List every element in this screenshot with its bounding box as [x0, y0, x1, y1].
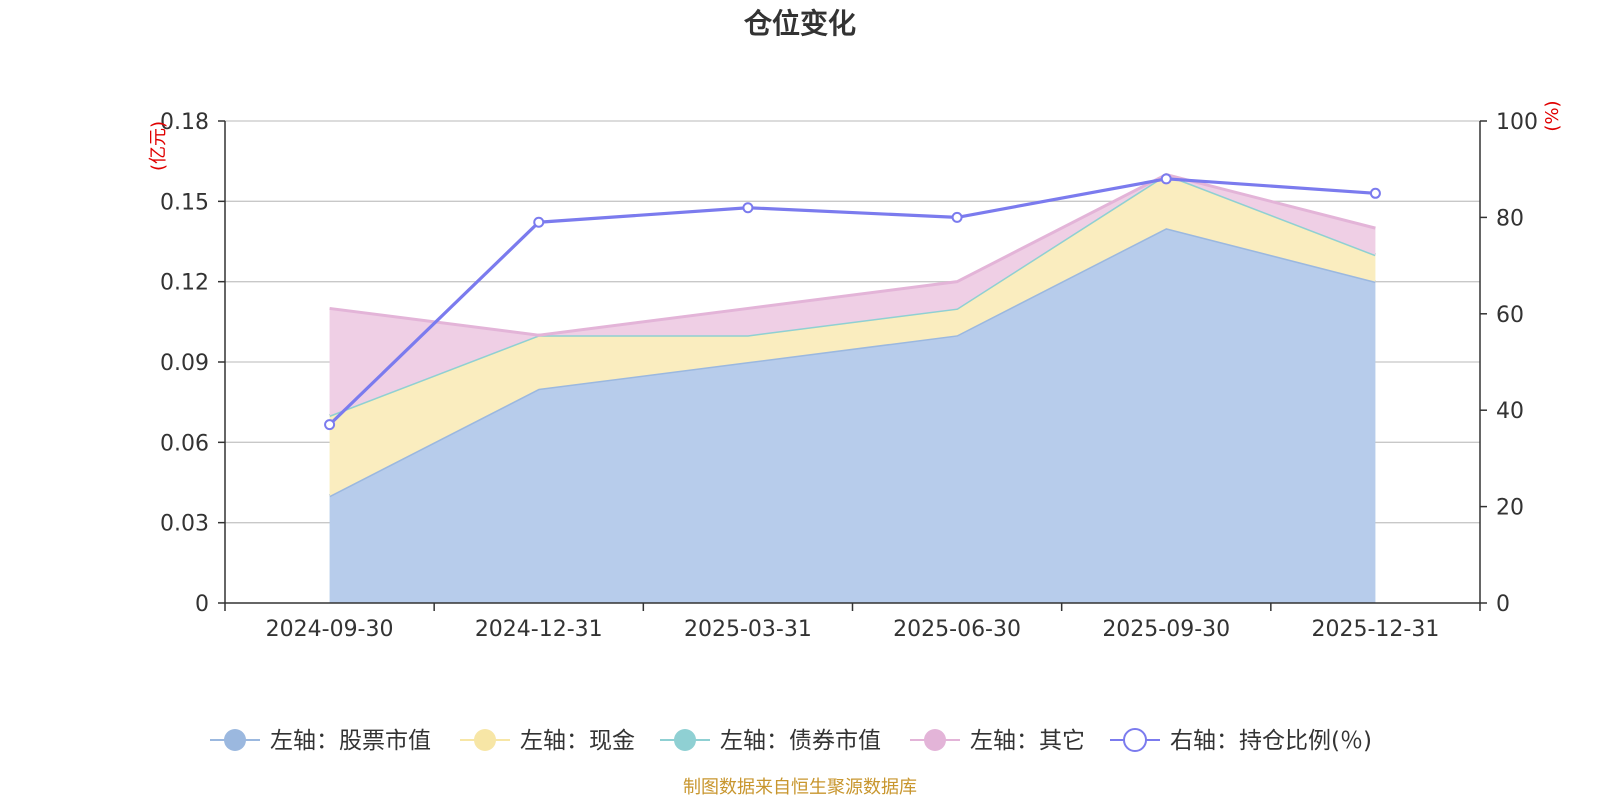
right-tick-label: 100	[1496, 110, 1538, 135]
right-axis-unit: (%)	[1542, 100, 1563, 131]
right-tick-label: 80	[1496, 206, 1524, 231]
legend-marker	[924, 729, 946, 751]
right-tick-label: 40	[1496, 399, 1524, 424]
legend-item-other[interactable]: 左轴：其它	[910, 728, 1085, 754]
left-tick-label: 0.12	[160, 271, 209, 296]
left-tick-label: 0.15	[160, 190, 209, 215]
x-tick-label: 2025-09-30	[1102, 617, 1230, 642]
right-tick-label: 20	[1496, 496, 1524, 521]
legend-label: 左轴：其它	[970, 728, 1085, 754]
legend-label: 左轴：债券市值	[720, 728, 881, 754]
legend-marker	[674, 729, 696, 751]
x-tick-label: 2025-12-31	[1311, 617, 1439, 642]
x-tick-label: 2025-06-30	[893, 617, 1021, 642]
left-tick-label: 0.06	[160, 431, 209, 456]
right-tick-label: 0	[1496, 592, 1510, 617]
area-cash	[329, 174, 1376, 496]
ratio-point[interactable]	[951, 211, 963, 223]
legend-marker	[474, 729, 496, 751]
axes: 0 0.03 0.06 0.09 0.12 0.15 0.18 0 20 40 60 80 100 202…	[160, 110, 1538, 642]
left-tick-label: 0.18	[160, 110, 209, 135]
ratio-point[interactable]	[324, 419, 336, 431]
ratio-line	[328, 177, 1376, 426]
legend-label: 左轴：现金	[520, 728, 635, 754]
legend-item-ratio[interactable]: 右轴：持仓比例(％)	[1110, 728, 1372, 754]
left-tick-label: 0.09	[160, 351, 209, 376]
ratio-point[interactable]	[533, 216, 545, 228]
legend-marker	[1123, 728, 1147, 752]
stacked-areas	[328, 172, 1376, 603]
x-tick-label: 2024-09-30	[266, 617, 394, 642]
chart-title: 仓位变化	[744, 7, 856, 40]
right-tick-label: 60	[1496, 303, 1524, 328]
ratio-point[interactable]	[1160, 173, 1172, 185]
x-tick-label: 2025-03-31	[684, 617, 812, 642]
ratio-line-layer	[324, 173, 1381, 431]
legend-label: 右轴：持仓比例(％)	[1170, 728, 1372, 754]
area-edge-other	[329, 172, 1376, 337]
x-tick-label: 2024-12-31	[475, 617, 603, 642]
left-axis-unit: (亿元)	[148, 121, 169, 171]
legend: 左轴：股票市值 左轴：现金 左轴：债券市值 左轴：其它 右轴：持仓比例(％)	[210, 728, 1372, 754]
source-note: 制图数据来自恒生聚源数据库	[683, 777, 917, 798]
legend-label: 左轴：股票市值	[270, 728, 431, 754]
legend-marker	[224, 729, 246, 751]
legend-item-stock[interactable]: 左轴：股票市值	[210, 728, 431, 754]
ratio-point[interactable]	[1369, 187, 1381, 199]
legend-item-cash[interactable]: 左轴：现金	[460, 728, 635, 754]
legend-item-bond[interactable]: 左轴：债券市值	[660, 728, 881, 754]
left-tick-label: 0	[195, 592, 209, 617]
left-tick-label: 0.03	[160, 512, 209, 537]
ratio-point[interactable]	[742, 202, 754, 214]
area-stock	[329, 228, 1376, 603]
